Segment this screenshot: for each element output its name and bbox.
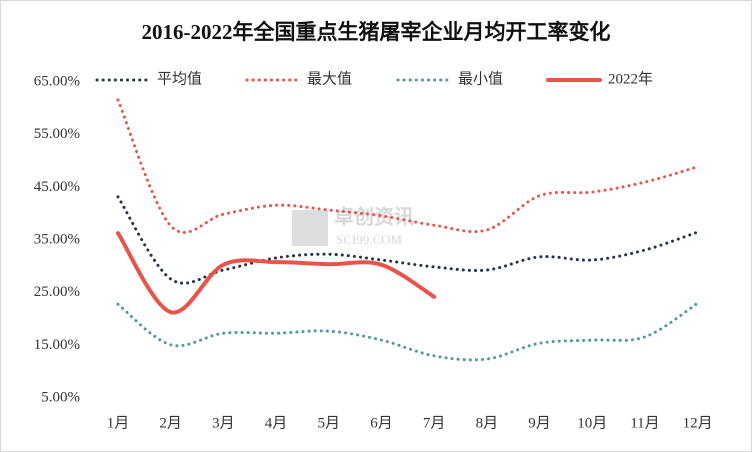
legend-label: 最大值 [307,70,352,87]
series-line [116,195,700,285]
x-tick-label: 1月 [107,415,130,431]
y-tick-label: 45.00% [34,179,80,195]
chart-title: 2016-2022年全国重点生猪屠宰企业月均开工率变化 [142,20,611,44]
legend-label: 平均值 [157,70,202,87]
x-tick-label: 12月 [683,415,713,431]
series-line [116,301,700,362]
watermark-logo [292,210,328,246]
x-tick-label: 4月 [265,415,288,431]
y-tick-label: 15.00% [34,337,80,353]
legend-label: 最小值 [458,70,503,87]
watermark: 卓创资讯 SCI99.COM [292,205,414,247]
y-tick-label: 35.00% [34,231,80,247]
x-tick-label: 8月 [476,415,499,431]
y-tick-label: 25.00% [34,284,80,300]
watermark-text: SCI99.COM [336,232,403,247]
x-tick-label: 6月 [370,415,393,431]
watermark-text: 卓创资讯 [334,205,414,229]
legend-label: 2022年 [608,70,653,87]
x-tick-label: 5月 [317,415,340,431]
x-tick-label: 2月 [159,415,182,431]
x-tick-label: 7月 [423,415,446,431]
series-line [116,98,700,234]
y-tick-label: 55.00% [34,126,80,142]
series-line [115,231,437,315]
x-tick-label: 9月 [528,415,551,431]
x-tick-label: 11月 [630,415,659,431]
x-tick-label: 10月 [577,415,607,431]
y-tick-label: 65.00% [34,73,80,89]
x-tick-label: 3月 [212,415,235,431]
y-tick-label: 5.00% [41,389,80,405]
